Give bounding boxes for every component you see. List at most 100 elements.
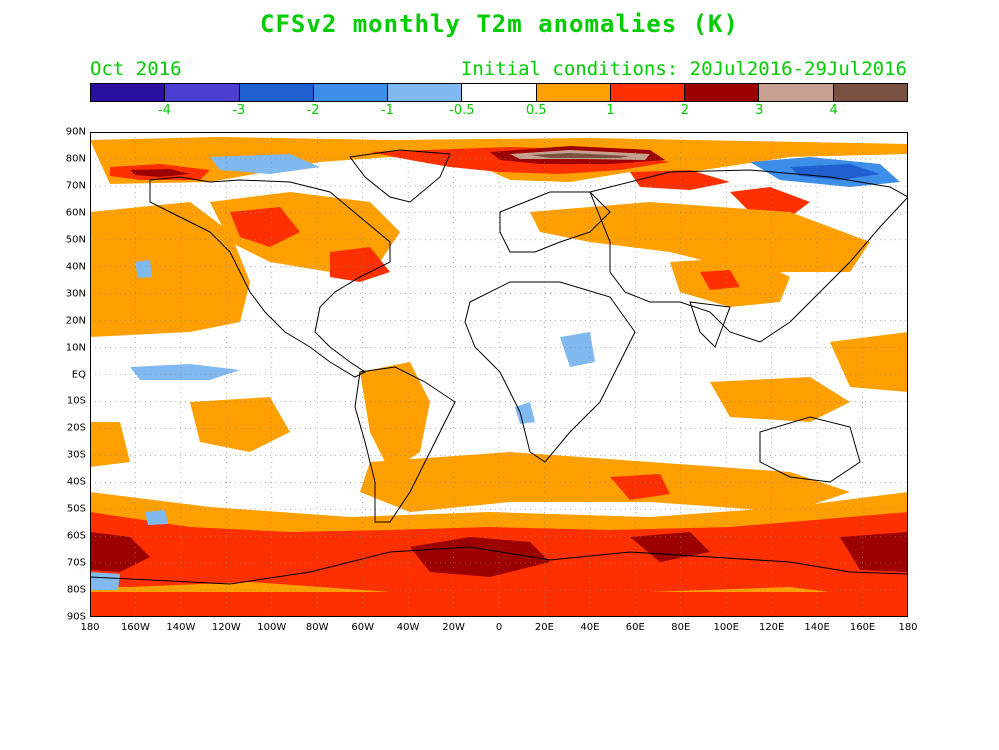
legend-label: 1 xyxy=(606,103,615,118)
south-america-coast xyxy=(354,366,456,523)
anomaly-satlantic-warm2 xyxy=(610,474,670,500)
latitude-label: 50S xyxy=(66,503,86,515)
color-legend-labels: -4 -3 -2 -1 -0.5 0.5 1 2 3 4 xyxy=(90,103,908,121)
legend-label: 2 xyxy=(680,103,690,118)
anomaly-south-cool xyxy=(145,510,168,525)
color-legend-bar xyxy=(90,83,908,102)
legend-label: 3 xyxy=(755,103,764,118)
legend-label: 4 xyxy=(829,103,838,118)
anomaly-alaska-hot xyxy=(130,169,190,177)
latitude-label: 90N xyxy=(65,126,86,138)
anomaly-africa-cool2 xyxy=(515,402,535,424)
latitude-label: 80S xyxy=(66,584,86,596)
map-gridlines xyxy=(90,132,908,617)
longitude-label: 0 xyxy=(495,622,503,633)
latitude-label: 30N xyxy=(65,288,86,300)
india-coast xyxy=(689,301,731,348)
longitude-label: 40W xyxy=(396,622,420,633)
latitude-label: 60N xyxy=(65,207,86,219)
latitude-label: 80N xyxy=(65,153,86,165)
latitude-label: 40S xyxy=(66,476,86,488)
legend-label: -4 xyxy=(157,103,171,118)
anomaly-indian-warm xyxy=(710,377,850,422)
australia-coast xyxy=(759,416,861,483)
longitude-label: 20W xyxy=(442,622,465,633)
longitude-label: 40E xyxy=(580,622,600,633)
anomaly-africa-cool xyxy=(560,332,595,367)
latitude-label: 70S xyxy=(66,557,86,569)
anomaly-wpacific-warm xyxy=(830,332,908,392)
legend-label: -0.5 xyxy=(449,103,475,118)
map-frame xyxy=(90,132,908,617)
north-america-coast xyxy=(149,176,391,378)
anomaly-siberia-warm xyxy=(630,170,730,190)
latitude-label: 50N xyxy=(65,234,86,246)
anomaly-atlantic-warm2 xyxy=(330,247,390,282)
longitude-label: 80W xyxy=(305,622,329,633)
longitude-label: 140W xyxy=(166,622,196,633)
longitude-label: 100E xyxy=(713,622,739,633)
anomaly-npacific-cool xyxy=(135,260,152,278)
latitude-label: 30S xyxy=(66,449,86,461)
latitude-label: 10S xyxy=(66,395,86,407)
legend-swatch xyxy=(610,84,686,101)
anomaly-epacific-warm xyxy=(90,422,130,467)
legend-swatch xyxy=(462,84,537,101)
longitude-label: 140E xyxy=(804,622,830,633)
anomaly-antarctic-warm xyxy=(90,592,908,617)
longitude-label: 180 xyxy=(80,622,100,633)
anomaly-weddell-hot xyxy=(410,537,550,577)
latitude-label: EQ xyxy=(71,369,86,380)
legend-label: -3 xyxy=(232,103,246,118)
latitude-label: 70N xyxy=(65,180,86,192)
anomaly-npacific-warm xyxy=(90,202,250,337)
antarctica-coast xyxy=(90,546,908,585)
legend-label: -2 xyxy=(306,103,320,118)
anomaly-indian-sector-hot xyxy=(630,532,710,562)
initial-conditions: Initial conditions: 20Jul2016-29Jul2016 xyxy=(460,58,907,80)
anomaly-arctic-peak2 xyxy=(530,153,630,158)
latitude-label: 10N xyxy=(65,342,86,354)
legend-swatch xyxy=(239,84,314,101)
anomaly-map xyxy=(90,132,908,617)
longitude-label: 160E xyxy=(849,622,876,633)
anomaly-ross-hot xyxy=(90,532,150,572)
longitude-label: 60E xyxy=(625,622,645,633)
longitude-label: 60W xyxy=(351,622,374,633)
longitude-label: 20E xyxy=(534,622,554,633)
legend-label: -1 xyxy=(380,103,394,118)
anomaly-samerica-warm xyxy=(360,362,430,472)
forecast-month: Oct 2016 xyxy=(90,58,182,80)
longitude-label: 120W xyxy=(211,622,241,633)
legend-label: 0.5 xyxy=(525,103,547,118)
longitude-label: 120E xyxy=(758,622,785,633)
longitude-label: 160W xyxy=(120,622,150,633)
europe-coast xyxy=(499,191,611,253)
latitude-label: 60S xyxy=(66,530,86,542)
asia-coast xyxy=(589,169,908,343)
longitude-label: 100W xyxy=(257,622,287,633)
coastlines xyxy=(90,149,908,585)
anomaly-pacific-cool xyxy=(130,364,240,380)
anomaly-ross-hot-east xyxy=(840,532,908,572)
anomaly-canada-cool xyxy=(210,154,320,174)
africa-coast xyxy=(464,281,636,463)
legend-swatch xyxy=(313,84,389,101)
anomaly-asia-hot xyxy=(700,270,740,290)
legend-swatch xyxy=(685,84,760,101)
chart-title: CFSv2 monthly T2m anomalies (K) xyxy=(260,10,739,38)
legend-swatch xyxy=(759,84,834,101)
legend-swatch xyxy=(388,84,463,101)
anomaly-europe-warm xyxy=(530,202,870,272)
legend-swatch xyxy=(833,84,907,101)
anomaly-arctic-cool2 xyxy=(790,164,880,180)
anomaly-spacific-warm xyxy=(190,397,290,452)
legend-swatch xyxy=(91,84,166,101)
latitude-label: 90S xyxy=(66,611,86,623)
longitude-label: 80E xyxy=(671,622,691,633)
legend-swatch xyxy=(536,84,611,101)
longitude-label: 180 xyxy=(898,622,918,633)
latitude-label: 20N xyxy=(65,315,86,327)
anomaly-canada-warm2 xyxy=(230,207,300,247)
latitude-label: 20S xyxy=(66,422,86,434)
